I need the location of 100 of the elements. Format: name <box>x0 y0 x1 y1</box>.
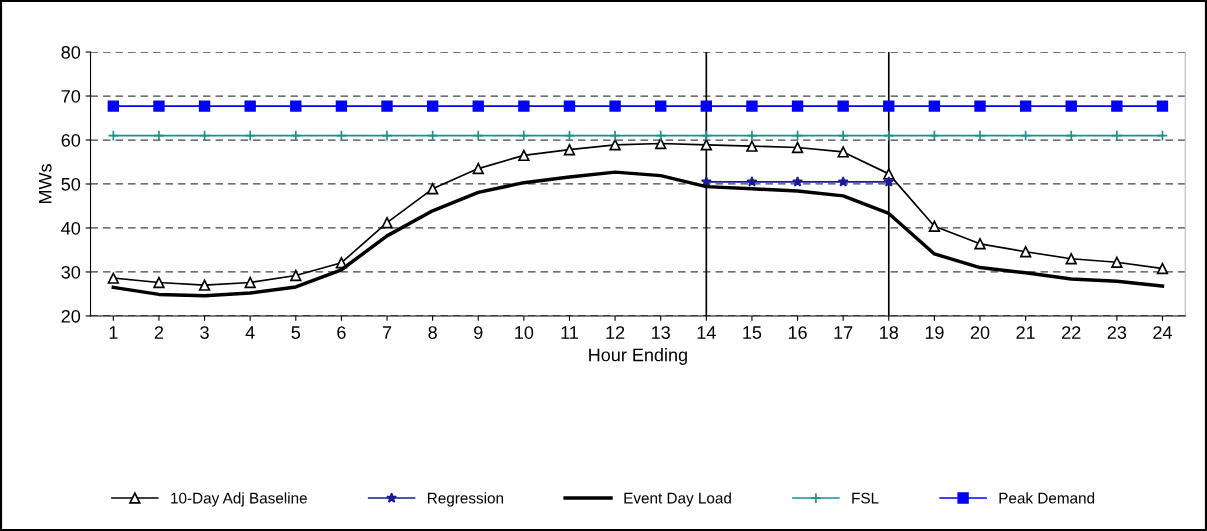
point <box>655 137 667 150</box>
point <box>1019 129 1032 142</box>
x-tick-label: 10 <box>515 326 534 339</box>
point <box>609 100 621 112</box>
point <box>381 217 393 229</box>
point <box>1019 100 1032 112</box>
point <box>883 100 895 112</box>
x-tick-label: 11 <box>561 326 578 339</box>
point <box>426 129 439 142</box>
point <box>974 100 986 112</box>
point <box>472 100 484 112</box>
point <box>746 129 758 142</box>
x-tick-label: 22 <box>1062 326 1081 339</box>
point <box>563 143 576 156</box>
point <box>153 100 165 112</box>
point <box>153 129 165 142</box>
point <box>244 100 256 112</box>
x-axis-title: Hour Ending <box>589 348 687 365</box>
x-tick-label: 24 <box>1153 326 1172 339</box>
x-tick-label: 12 <box>606 326 625 339</box>
point <box>563 100 576 112</box>
x-tick-label: 6 <box>337 326 346 339</box>
point <box>335 100 348 112</box>
point <box>655 129 667 142</box>
point <box>198 279 211 291</box>
legend-label: Regression <box>428 492 504 507</box>
point <box>107 272 120 284</box>
y-tick-label: 60 <box>61 133 81 147</box>
point <box>883 129 895 142</box>
y-tick-label: 40 <box>61 221 81 235</box>
x-tick-label: 2 <box>154 326 164 339</box>
point <box>290 269 302 282</box>
point <box>381 129 393 142</box>
x-tick-label: 3 <box>200 326 209 339</box>
point <box>1019 246 1032 258</box>
point <box>426 100 439 112</box>
point <box>244 276 256 289</box>
point <box>700 129 713 142</box>
point <box>1111 129 1123 142</box>
point <box>472 162 484 175</box>
point <box>974 129 986 142</box>
point <box>609 139 621 151</box>
y-axis-title: MWs <box>39 164 52 204</box>
point <box>107 100 120 112</box>
x-tick-label: 20 <box>970 326 990 339</box>
point <box>928 100 941 112</box>
point <box>791 141 804 154</box>
point <box>746 100 758 112</box>
legend-label: FSL <box>852 492 879 504</box>
point <box>700 139 713 151</box>
point <box>928 220 941 232</box>
point <box>700 100 713 112</box>
x-tick-label: 4 <box>245 326 255 339</box>
point <box>107 129 120 142</box>
point <box>198 129 211 142</box>
point <box>1156 262 1169 275</box>
x-tick-label: 5 <box>291 326 301 339</box>
point <box>153 276 165 289</box>
point <box>1065 253 1077 265</box>
point <box>290 129 302 142</box>
point <box>381 100 393 112</box>
point <box>244 129 256 142</box>
x-tick-label: 21 <box>1016 326 1035 339</box>
x-tick-label: 1 <box>109 326 118 339</box>
point <box>1065 129 1077 142</box>
y-tick-label: 30 <box>61 265 81 279</box>
point <box>1111 100 1123 112</box>
point <box>883 176 895 187</box>
point <box>472 129 484 142</box>
legend-label: Event Day Load <box>624 492 731 507</box>
point <box>290 100 302 112</box>
y-tick-label: 80 <box>61 45 81 59</box>
point <box>518 100 530 112</box>
point <box>426 183 439 195</box>
point <box>1065 100 1077 112</box>
point <box>746 176 758 187</box>
point <box>518 149 530 162</box>
point <box>563 129 576 142</box>
legend-label: 10-Day Adj Baseline <box>171 492 307 507</box>
x-tick-label: 15 <box>743 326 762 339</box>
x-tick-label: 8 <box>428 326 437 339</box>
x-tick-label: 18 <box>880 326 899 339</box>
point <box>837 129 849 142</box>
x-tick-label: 13 <box>652 326 670 339</box>
point <box>792 176 804 187</box>
point <box>609 129 621 142</box>
y-tick-label: 20 <box>61 309 81 323</box>
point <box>791 129 804 142</box>
x-tick-label: 14 <box>697 326 716 339</box>
legend-label: Peak Demand <box>999 492 1095 504</box>
point <box>837 146 849 158</box>
point <box>1111 256 1123 268</box>
x-tick-label: 16 <box>788 326 807 339</box>
point <box>198 100 211 112</box>
point <box>974 238 986 250</box>
y-tick-label: 70 <box>61 89 81 103</box>
point <box>518 129 530 142</box>
point <box>791 100 804 112</box>
x-tick-label: 17 <box>834 326 853 339</box>
point <box>655 100 667 112</box>
